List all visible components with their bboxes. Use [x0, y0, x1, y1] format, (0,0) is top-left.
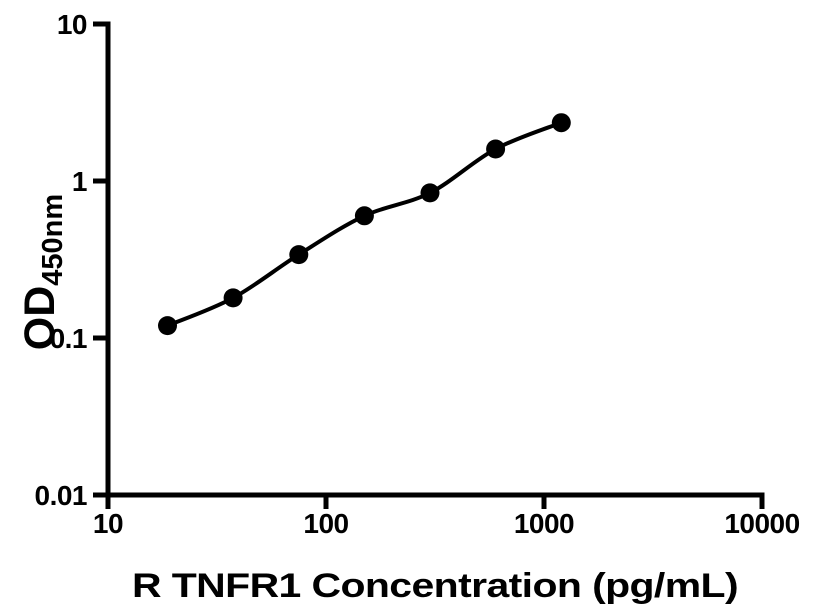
data-point: [354, 206, 374, 226]
y-tick-label: 1: [72, 166, 87, 197]
y-axis-title: OD450nm: [16, 194, 69, 350]
data-point: [289, 245, 309, 265]
data-point: [420, 183, 440, 203]
y-tick-label: 10: [57, 9, 87, 40]
x-axis-title: R TNFR1 Concentration (pg/mL): [132, 567, 738, 605]
data-point: [158, 316, 177, 336]
y-axis-ticks: 10 1 0.1 0.01: [35, 9, 108, 511]
y-tick-label: 0.1: [50, 323, 87, 354]
x-tick-label: 10000: [724, 508, 799, 539]
y-axis-title-main: OD: [16, 286, 64, 351]
x-tick-label: 100: [303, 508, 348, 539]
data-point: [486, 139, 506, 159]
data-points: [158, 113, 571, 336]
y-tick-label: 0.01: [35, 480, 88, 511]
data-point: [223, 288, 243, 308]
x-tick-label: 1000: [514, 508, 574, 539]
y-axis-title-subscript: 450nm: [37, 194, 69, 286]
x-axis-ticks: 10 100 1000 10000: [93, 495, 800, 539]
axes: [105, 21, 765, 498]
data-point: [551, 113, 571, 133]
x-tick-label: 10: [93, 508, 123, 539]
